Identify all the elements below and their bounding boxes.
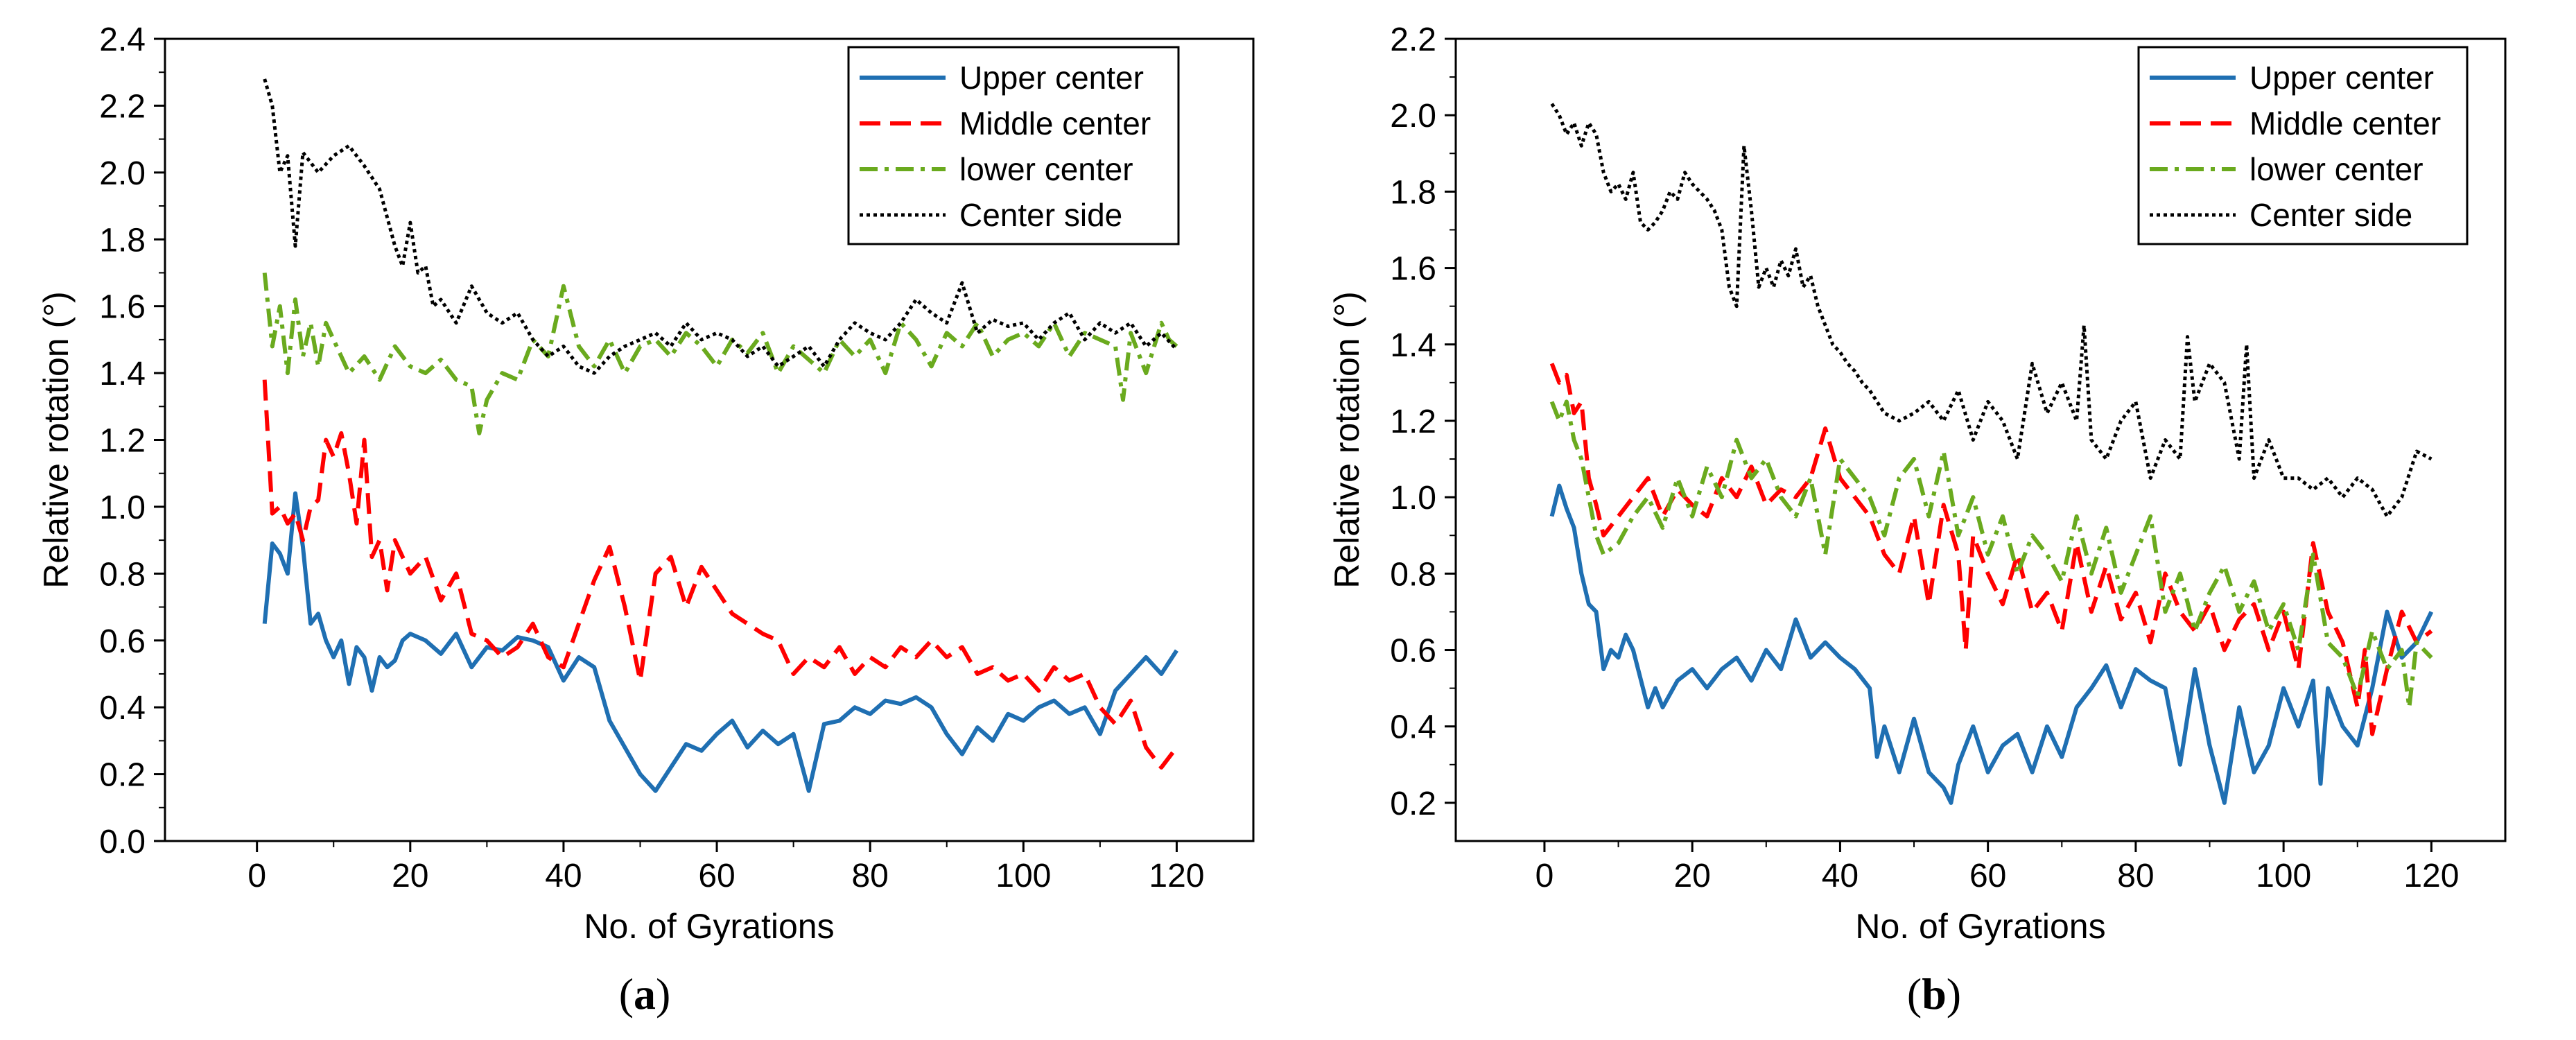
legend-label: Center side (959, 197, 1122, 233)
series-line-middle-center (1549, 363, 2433, 736)
series-group (262, 78, 1178, 793)
y-axis-title: Relative rotation (°) (1328, 291, 1366, 589)
x-tick-label: 0 (1535, 858, 1554, 894)
x-tick-label: 0 (247, 858, 266, 894)
plot-frame (1454, 37, 2507, 842)
x-tick-label: 100 (2256, 858, 2311, 894)
x-tick-label: 20 (392, 858, 428, 894)
x-axis-title: No. of Gyrations (1855, 907, 2105, 946)
y-tick-label: 1.8 (99, 222, 146, 259)
panel-label: (a) (619, 969, 671, 1019)
x-tick-label: 40 (1822, 858, 1859, 894)
x-tick-label: 80 (851, 858, 888, 894)
legend-frame (847, 46, 1180, 245)
y-tick-label: 0.2 (99, 757, 146, 794)
legend-label: Center side (2249, 197, 2412, 233)
y-tick-label: 0.4 (1390, 709, 1436, 746)
y-tick-label: 1.4 (1390, 327, 1436, 364)
y-tick-label: 0.0 (99, 824, 146, 860)
y-tick-label: 0.4 (99, 690, 146, 727)
y-tick-label: 1.4 (99, 356, 146, 392)
y-tick-label: 1.2 (1390, 404, 1436, 440)
series-line-center-side (263, 78, 1178, 375)
y-tick-label: 1.6 (99, 289, 146, 326)
legend-label: Upper center (2249, 60, 2434, 96)
legend-label: lower center (2249, 151, 2423, 187)
y-tick-label: 2.2 (1390, 21, 1436, 58)
y-tick-label: 1.2 (99, 423, 146, 460)
series-line-center-side (1550, 103, 2433, 519)
y-tick-label: 0.6 (99, 623, 146, 660)
series-line-middle-center (262, 379, 1178, 770)
x-tick-label: 60 (698, 858, 735, 894)
y-tick-label: 2.0 (1390, 98, 1436, 135)
y-tick-label: 2.0 (99, 155, 146, 192)
legend-label: Upper center (959, 60, 1144, 96)
legend-label: lower center (959, 151, 1133, 187)
y-axis-title: Relative rotation (°) (37, 291, 76, 589)
y-tick-label: 0.8 (99, 556, 146, 593)
legend-label: Middle center (2249, 105, 2441, 141)
x-tick-label: 20 (1673, 858, 1710, 894)
x-tick-label: 100 (995, 858, 1051, 894)
panel-b: 0 20 40 60 80 100 120 0.2 0.4 0.6 0.8 1.0 1.2 1.4 1.6 1… (1328, 21, 2507, 1019)
x-tick-label: 80 (2117, 858, 2154, 894)
x-tick-label: 60 (1969, 858, 2006, 894)
panel-label: (b) (1907, 969, 1961, 1019)
y-tick-label: 0.8 (1390, 556, 1436, 593)
y-tick-label: 0.2 (1390, 786, 1436, 822)
y-tick-label: 2.4 (99, 21, 146, 58)
legend-label: Middle center (959, 105, 1151, 141)
y-tick-label: 1.6 (1390, 251, 1436, 288)
y-tick-label: 1.0 (99, 489, 146, 526)
series-line-lower-center (1549, 399, 2433, 710)
x-axis-title: No. of Gyrations (584, 907, 834, 946)
series-line-upper-center (262, 491, 1178, 793)
y-tick-label: 1.8 (1390, 174, 1436, 211)
y-tick-label: 2.2 (99, 88, 146, 125)
x-tick-label: 120 (2403, 858, 2459, 894)
series-group (1549, 103, 2434, 805)
x-tick-label: 40 (545, 858, 582, 894)
legend: Upper center Middle center lower center Cen… (847, 46, 1180, 245)
y-tick-label: 1.0 (1390, 480, 1436, 517)
panel-a: 0 20 40 60 80 100 120 0.0 0.2 0.4 0.6 0.8 1.0 1.2 1.4 1… (37, 21, 1255, 1019)
y-tick-label: 0.6 (1390, 633, 1436, 670)
legend-frame (2137, 46, 2469, 245)
series-line-upper-center (1549, 483, 2434, 805)
x-tick-label: 120 (1149, 858, 1204, 894)
legend: Upper center Middle center lower center Cen… (2137, 46, 2469, 245)
series-line-lower-center (262, 272, 1178, 435)
